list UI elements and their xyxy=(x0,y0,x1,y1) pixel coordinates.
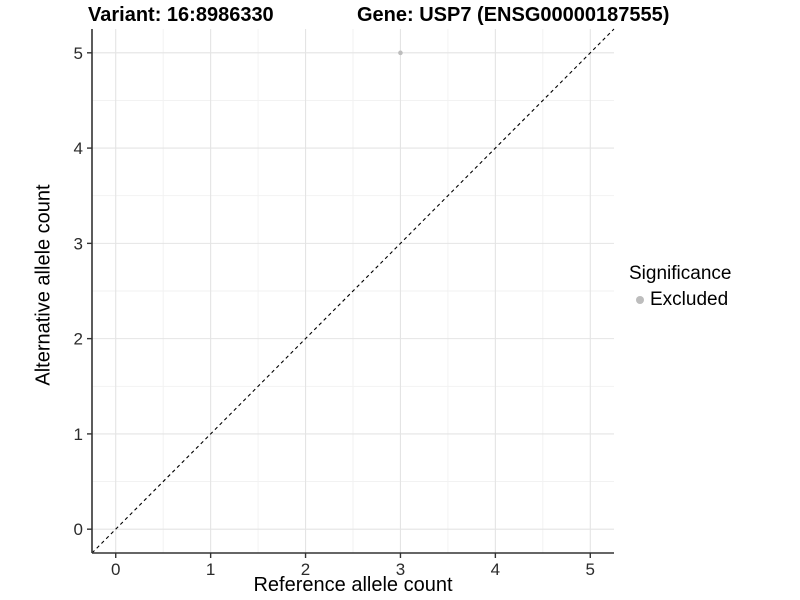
y-tick-labels: 0 1 2 3 4 5 xyxy=(74,44,83,539)
svg-text:3: 3 xyxy=(396,560,405,579)
svg-text:2: 2 xyxy=(74,330,83,349)
legend: Significance Excluded xyxy=(629,263,731,311)
svg-text:0: 0 xyxy=(111,560,120,579)
data-points xyxy=(398,50,403,56)
grid-major xyxy=(92,29,614,553)
y-axis-ticks xyxy=(87,52,92,530)
axes xyxy=(91,29,614,554)
x-axis-ticks xyxy=(115,553,591,558)
identity-line xyxy=(91,28,615,554)
gene-title: Gene: USP7 (ENSG00000187555) xyxy=(357,4,670,26)
svg-text:5: 5 xyxy=(586,560,595,579)
svg-text:5: 5 xyxy=(74,44,83,63)
svg-text:1: 1 xyxy=(206,560,215,579)
x-axis-title: Reference allele count xyxy=(253,574,453,596)
x-tick-labels: 0 1 2 3 4 5 xyxy=(111,560,595,579)
svg-text:3: 3 xyxy=(74,234,83,253)
svg-text:0: 0 xyxy=(74,520,83,539)
svg-text:4: 4 xyxy=(491,560,500,579)
variant-title: Variant: 16:8986330 xyxy=(88,4,274,26)
grid-minor xyxy=(92,29,614,553)
svg-text:2: 2 xyxy=(301,560,310,579)
svg-text:4: 4 xyxy=(74,139,83,158)
legend-title: Significance xyxy=(629,263,732,284)
legend-item-label: Excluded xyxy=(650,289,729,310)
svg-text:1: 1 xyxy=(74,425,83,444)
y-axis-title: Alternative allele count xyxy=(32,184,55,386)
legend-item-excluded: Excluded xyxy=(629,289,731,311)
excluded-dot-icon xyxy=(636,296,644,304)
